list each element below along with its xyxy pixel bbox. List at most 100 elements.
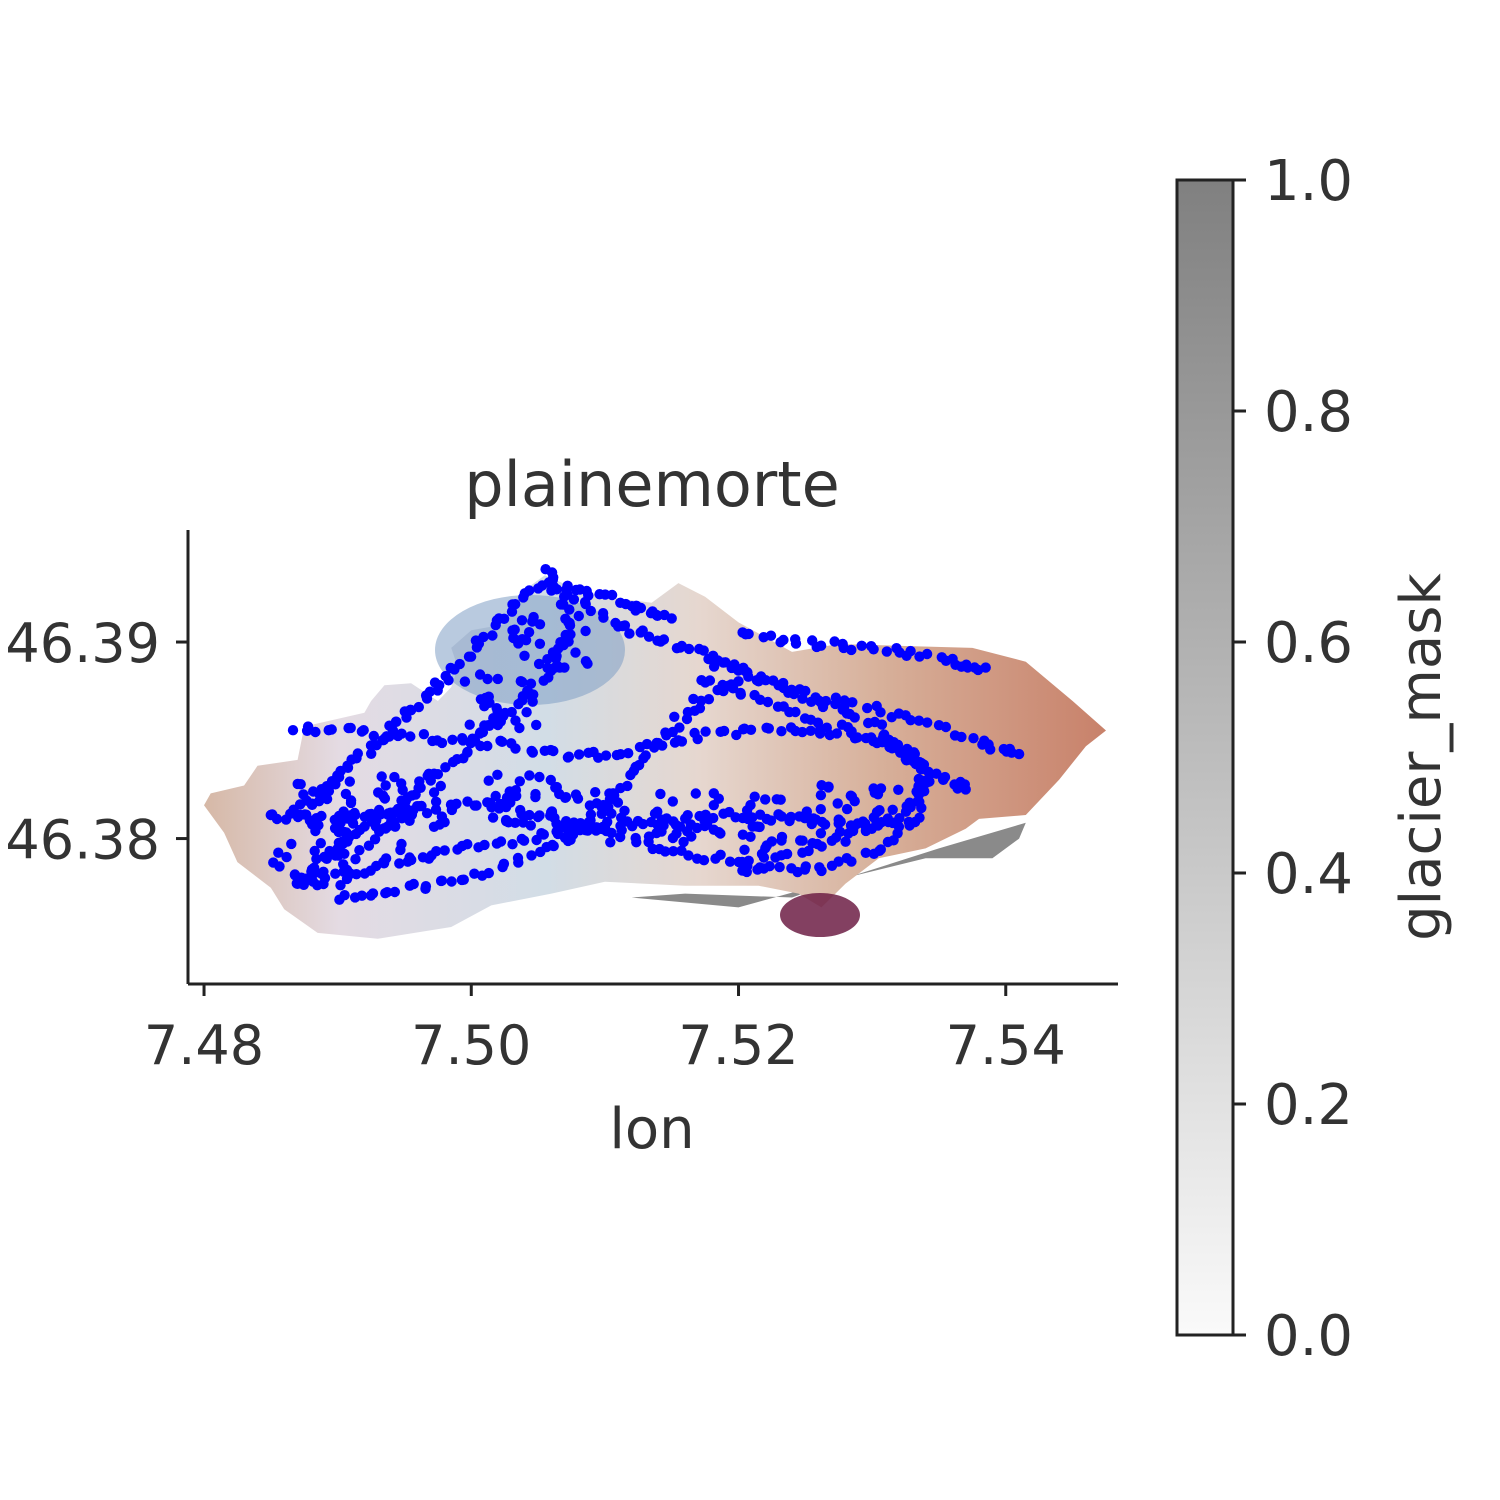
measurement-point: [358, 725, 369, 736]
measurement-point: [311, 853, 322, 865]
measurement-point: [510, 817, 521, 828]
measurement-point: [617, 620, 628, 632]
measurement-point: [498, 858, 510, 869]
measurement-point: [520, 635, 532, 646]
measurement-point: [316, 784, 327, 795]
measurement-point: [785, 811, 797, 823]
measurement-point: [330, 868, 341, 879]
measurement-point: [492, 769, 503, 780]
measurement-point: [905, 715, 916, 726]
measurement-point: [396, 778, 407, 789]
measurement-point: [516, 615, 528, 626]
measurement-point: [471, 642, 483, 653]
measurement-point: [669, 711, 680, 722]
measurement-point: [429, 677, 441, 688]
colorbar-tick-label: 0.8: [1264, 380, 1353, 445]
measurement-point: [435, 780, 446, 792]
colorbar-tick-label: 0.6: [1264, 611, 1353, 676]
measurement-point: [295, 779, 306, 790]
measurement-point: [596, 823, 608, 835]
measurement-point: [430, 804, 442, 815]
measurement-point: [770, 852, 781, 863]
measurement-point: [692, 733, 703, 745]
measurement-point: [773, 680, 784, 691]
colorbar: 0.0 0.2 0.4 0.6 0.8 1.0 glacier_mask: [1175, 149, 1454, 1369]
measurement-point: [905, 645, 916, 657]
measurement-point: [318, 866, 329, 877]
measurement-point: [467, 733, 478, 744]
measurement-point: [558, 822, 569, 833]
measurement-point: [326, 724, 337, 735]
measurement-point: [421, 693, 433, 704]
measurement-point: [630, 832, 641, 844]
measurement-point: [761, 813, 772, 825]
measurement-point: [653, 737, 664, 749]
measurement-point: [396, 728, 407, 739]
measurement-point: [380, 780, 391, 791]
measurement-point: [652, 806, 663, 817]
measurement-point: [548, 745, 559, 757]
measurement-point: [1013, 748, 1025, 760]
colorbar-tick-label: 0.2: [1264, 1073, 1353, 1138]
measurement-point: [682, 810, 693, 821]
measurement-point: [280, 814, 292, 825]
measurement-point: [301, 809, 312, 820]
measurement-point: [567, 821, 579, 833]
measurement-point: [287, 725, 299, 736]
measurement-point: [745, 724, 757, 735]
measurement-point: [527, 747, 538, 758]
measurement-point: [868, 736, 879, 747]
measurement-point: [606, 808, 617, 819]
measurement-point: [815, 828, 827, 839]
measurement-point: [389, 771, 400, 783]
measurement-point: [555, 599, 567, 610]
measurement-point: [968, 733, 979, 744]
measurement-point: [868, 783, 879, 794]
measurement-point: [479, 720, 490, 731]
measurement-point: [749, 791, 760, 802]
measurement-point: [776, 831, 788, 843]
measurement-point: [806, 696, 817, 707]
measurement-point: [559, 662, 570, 673]
measurement-point: [823, 782, 834, 793]
measurement-point: [315, 838, 326, 849]
measurement-point: [421, 808, 433, 819]
measurement-point: [307, 799, 318, 810]
measurement-point: [801, 806, 812, 817]
measurement-point: [482, 673, 493, 685]
measurement-point: [775, 794, 786, 805]
measurement-point: [378, 858, 390, 869]
x-axis: 7.48 7.50 7.52 7.54 lon: [144, 982, 1118, 1162]
measurement-point: [956, 731, 967, 743]
measurement-point: [565, 834, 576, 845]
measurement-point: [691, 822, 703, 834]
measurement-point: [879, 729, 890, 740]
measurement-point: [580, 825, 591, 836]
measurement-point: [845, 790, 856, 801]
measurement-point: [605, 837, 616, 848]
measurement-point: [548, 582, 559, 593]
measurement-point: [376, 771, 387, 782]
measurement-point: [960, 784, 971, 795]
measurement-point: [364, 809, 375, 820]
measurement-point: [265, 809, 276, 821]
measurement-point: [395, 844, 406, 856]
measurement-point: [458, 874, 469, 885]
measurement-point: [635, 602, 647, 614]
measurement-point: [533, 658, 545, 670]
measurement-point: [761, 840, 772, 851]
measurement-point: [733, 676, 744, 687]
measurement-point: [545, 774, 556, 786]
colorbar-tick-label: 0.4: [1264, 842, 1353, 907]
measurement-point: [512, 852, 524, 864]
measurement-point: [708, 661, 720, 672]
measurement-point: [533, 583, 544, 594]
measurement-point: [495, 836, 507, 847]
measurement-point: [856, 640, 867, 651]
measurement-point: [339, 890, 350, 901]
measurement-point: [593, 752, 604, 763]
measurement-point: [562, 580, 573, 591]
measurement-point: [479, 839, 490, 851]
measurement-point: [570, 647, 581, 658]
measurement-point: [534, 619, 546, 630]
